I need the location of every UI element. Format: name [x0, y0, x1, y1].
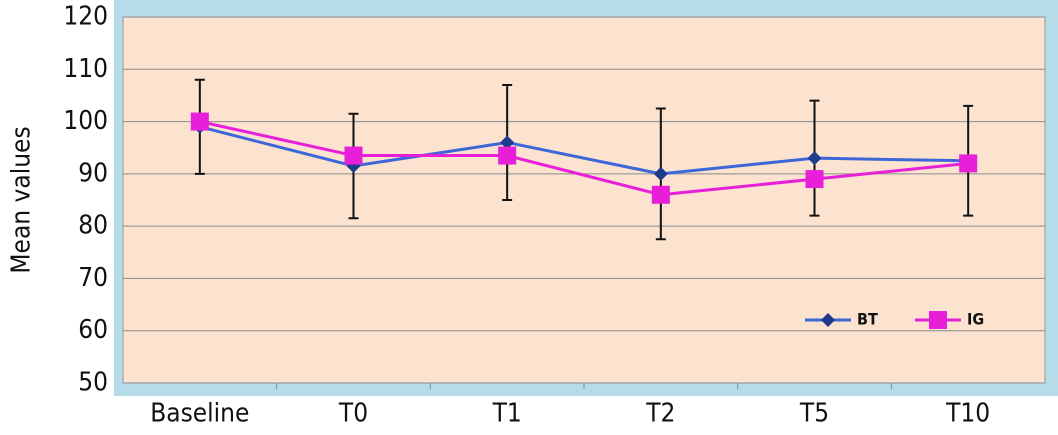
x-tick-label: T2: [645, 399, 675, 429]
marker: [959, 154, 978, 173]
y-tick-label: 100: [63, 106, 108, 136]
marker: [653, 166, 668, 181]
marker: [498, 146, 517, 165]
y-tick-label: 50: [78, 368, 108, 398]
x-tick-label: T10: [945, 399, 990, 429]
marker: [807, 151, 822, 166]
series-line: [199, 125, 969, 176]
series-line: [199, 120, 969, 197]
marker: [190, 112, 209, 131]
marker: [500, 135, 515, 150]
x-tick-label: T1: [492, 399, 522, 429]
legend-label: BT: [857, 310, 878, 329]
marker: [929, 311, 947, 329]
y-axis-label: Mean values: [7, 126, 37, 273]
x-tick-label: Baseline: [150, 399, 249, 429]
y-tick-label: 90: [78, 158, 108, 188]
y-tick-label: 80: [78, 211, 108, 241]
marker: [651, 185, 670, 204]
marker: [344, 146, 363, 165]
y-tick-label: 60: [78, 315, 108, 345]
y-tick-label: 110: [63, 54, 108, 84]
y-tick-label: 120: [63, 2, 108, 32]
x-tick-label: T5: [799, 399, 829, 429]
x-tick-label: T0: [338, 399, 368, 429]
legend-label: IG: [967, 310, 984, 329]
marker: [821, 313, 835, 327]
plot-area: [122, 16, 1046, 384]
marker: [805, 170, 824, 189]
y-tick-label: 70: [78, 263, 108, 293]
